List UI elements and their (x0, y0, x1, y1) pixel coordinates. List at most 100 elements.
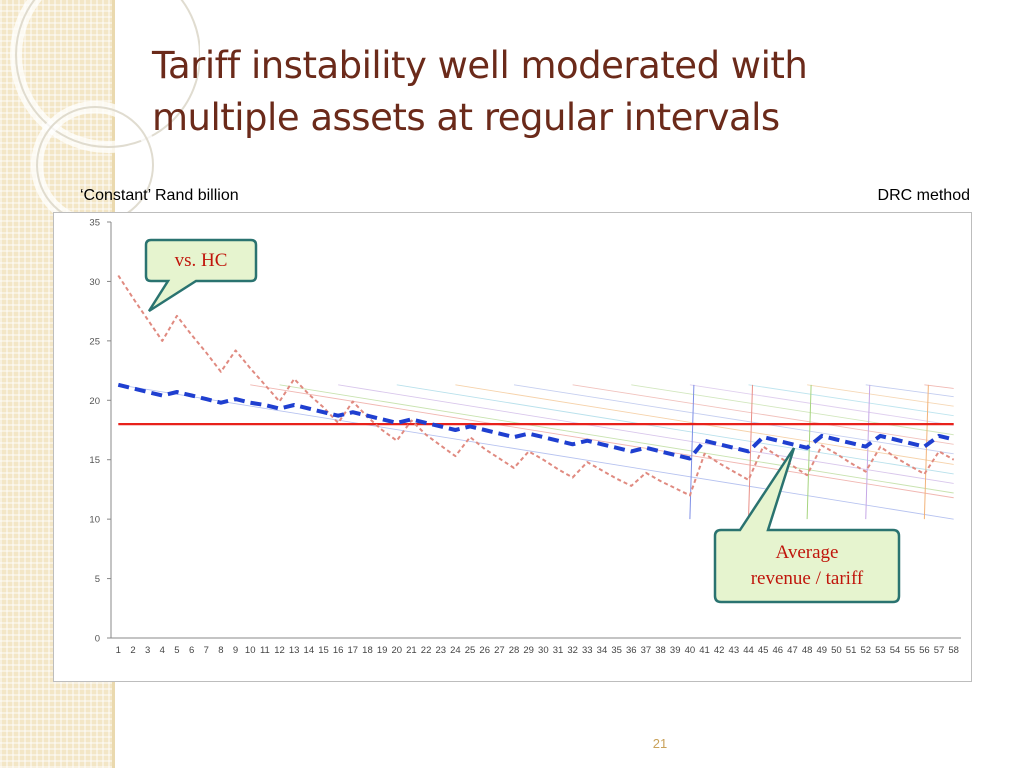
asset-tariff-line (631, 384, 954, 436)
chart-frame (53, 212, 972, 682)
x-tick-label: 44 (743, 645, 754, 656)
asset-tariff-line (396, 384, 954, 475)
x-tick-label: 35 (611, 645, 622, 656)
x-tick-label: 24 (450, 645, 461, 656)
x-tick-label: 17 (348, 645, 359, 656)
x-tick-label: 3 (145, 645, 150, 656)
page-number: 21 (652, 736, 668, 751)
y-tick-label: 5 (95, 574, 100, 585)
asset-tariff-line (748, 384, 954, 417)
asset-tariff-line (572, 384, 954, 445)
x-tick-label: 45 (758, 645, 769, 656)
x-tick-label: 19 (377, 645, 388, 656)
x-tick-label: 55 (904, 645, 915, 656)
x-tick-label: 51 (846, 645, 857, 656)
x-tick-label: 30 (538, 645, 549, 656)
hc-series-line (117, 274, 955, 497)
x-tick-label: 9 (233, 645, 238, 656)
y-tick-label: 25 (89, 336, 100, 347)
x-tick-label: 46 (773, 645, 784, 656)
asset-tariff-line (924, 384, 954, 389)
x-tick-label: 28 (509, 645, 520, 656)
asset-tariff-line (513, 384, 954, 455)
x-tick-label: 8 (218, 645, 223, 656)
method-label: DRC method (877, 187, 970, 204)
y-tick-label: 10 (89, 515, 100, 526)
units-label: ‘Constant’ Rand billion (80, 187, 239, 204)
asset-tariff-line (279, 384, 954, 494)
x-tick-label: 25 (465, 645, 476, 656)
x-tick-label: 12 (274, 645, 285, 656)
x-tick-label: 4 (160, 645, 165, 656)
y-tick-label: 20 (89, 396, 100, 407)
x-tick-label: 27 (494, 645, 505, 656)
x-tick-label: 32 (567, 645, 578, 656)
x-tick-label: 53 (875, 645, 886, 656)
asset-tariff-line (338, 384, 954, 484)
x-tick-label: 36 (626, 645, 637, 656)
x-tick-label: 15 (318, 645, 329, 656)
asset-reset-line (923, 384, 929, 520)
average-callout-line-2: revenue / tariff (750, 568, 864, 589)
asset-tariff-line (807, 384, 954, 407)
x-tick-label: 26 (479, 645, 490, 656)
x-tick-label: 21 (406, 645, 417, 656)
x-tick-label: 47 (787, 645, 798, 656)
x-tick-label: 56 (919, 645, 930, 656)
x-tick-label: 31 (553, 645, 564, 656)
hc-callout-bubble (144, 238, 258, 313)
x-tick-label: 41 (699, 645, 710, 656)
asset-reset-line (865, 384, 871, 520)
x-tick-label: 29 (523, 645, 534, 656)
x-tick-label: 48 (802, 645, 813, 656)
slide-title-line-2: multiple assets at regular intervals (152, 96, 780, 139)
x-tick-label: 16 (333, 645, 344, 656)
x-tick-label: 52 (860, 645, 871, 656)
callout-layer (144, 238, 901, 604)
x-tick-label: 39 (670, 645, 681, 656)
series-layer (117, 274, 955, 497)
x-tick-label: 7 (204, 645, 209, 656)
asset-reset-line (806, 384, 812, 520)
asset-tariff-line (865, 384, 954, 398)
x-tick-label: 5 (174, 645, 179, 656)
average-callout-label: Average revenue / tariff (715, 540, 899, 592)
x-tick-label: 38 (655, 645, 666, 656)
asset-reset-line (689, 384, 695, 520)
x-tick-label: 33 (582, 645, 593, 656)
y-tick-label: 0 (95, 634, 100, 645)
average-callout-bubble (713, 447, 901, 604)
x-tick-label: 22 (421, 645, 432, 656)
average-callout-line-1: Average (775, 542, 839, 563)
x-tick-label: 37 (641, 645, 652, 656)
x-tick-label: 57 (934, 645, 945, 656)
x-tick-label: 2 (130, 645, 135, 656)
asset-reset-line (748, 384, 753, 520)
slide-title-line-1: Tariff instability well moderated with (152, 44, 808, 87)
x-tick-label: 1 (116, 645, 121, 656)
asset-tariff-line (689, 384, 954, 426)
hc-callout-label: vs. HC (174, 250, 228, 271)
x-tick-label: 11 (260, 645, 270, 656)
y-tick-label: 30 (89, 277, 100, 288)
x-tick-label: 6 (189, 645, 194, 656)
y-tick-label: 15 (89, 455, 100, 466)
x-tick-label: 40 (685, 645, 696, 656)
x-tick-label: 10 (245, 645, 256, 656)
x-tick-label: 18 (362, 645, 373, 656)
x-tick-label: 13 (289, 645, 300, 656)
x-tick-label: 34 (597, 645, 608, 656)
x-tick-label: 49 (816, 645, 827, 656)
x-tick-label: 14 (304, 645, 315, 656)
asset-tariff-line (250, 384, 954, 499)
x-tick-label: 50 (831, 645, 842, 656)
x-tick-label: 54 (890, 645, 901, 656)
drc-average-series-line (117, 382, 955, 461)
y-tick-label: 35 (89, 218, 100, 229)
x-tick-label: 43 (729, 645, 740, 656)
x-tick-label: 20 (391, 645, 402, 656)
asset-lines-layer (118, 384, 954, 520)
x-tick-label: 42 (714, 645, 725, 656)
